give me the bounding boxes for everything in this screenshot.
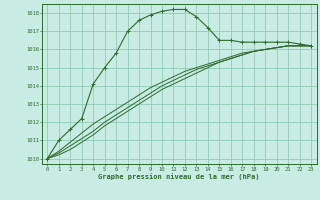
X-axis label: Graphe pression niveau de la mer (hPa): Graphe pression niveau de la mer (hPa) bbox=[99, 173, 260, 180]
